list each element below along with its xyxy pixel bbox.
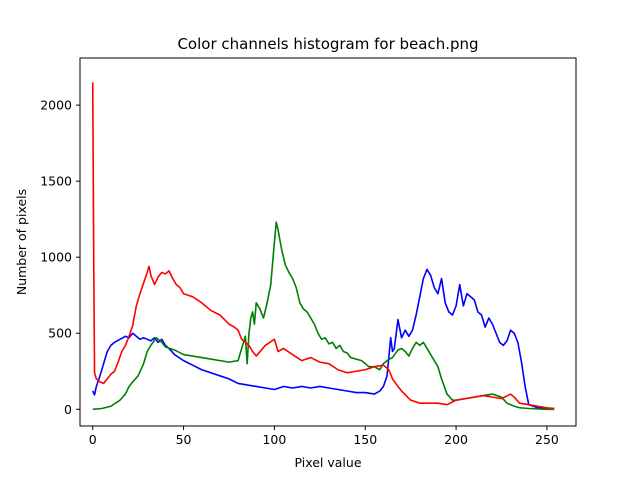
y-tick-label: 2000 (40, 98, 72, 113)
x-axis: 0 50 100 150 200 250 (89, 426, 559, 447)
series-line-1 (92, 221, 555, 411)
x-tick-label: 0 (89, 432, 97, 447)
y-axis: 0 500 1000 1500 2000 (40, 98, 80, 417)
series-line-2 (91, 82, 555, 410)
y-axis-label: Number of pixels (14, 189, 29, 295)
x-tick-label: 200 (444, 432, 468, 447)
y-tick-label: 1000 (40, 250, 72, 265)
x-tick-label: 150 (353, 432, 377, 447)
x-tick-label: 250 (535, 432, 559, 447)
x-tick-label: 50 (176, 432, 192, 447)
series-line-0 (91, 268, 555, 410)
y-tick-label: 0 (64, 402, 72, 417)
y-tick-label: 500 (48, 326, 72, 341)
plot-frame (79, 57, 577, 427)
series-layer (91, 82, 555, 411)
x-tick-label: 100 (262, 432, 286, 447)
x-axis-label: Pixel value (294, 455, 361, 470)
chart-title: Color channels histogram for beach.png (177, 35, 478, 53)
y-tick-label: 1500 (40, 174, 72, 189)
